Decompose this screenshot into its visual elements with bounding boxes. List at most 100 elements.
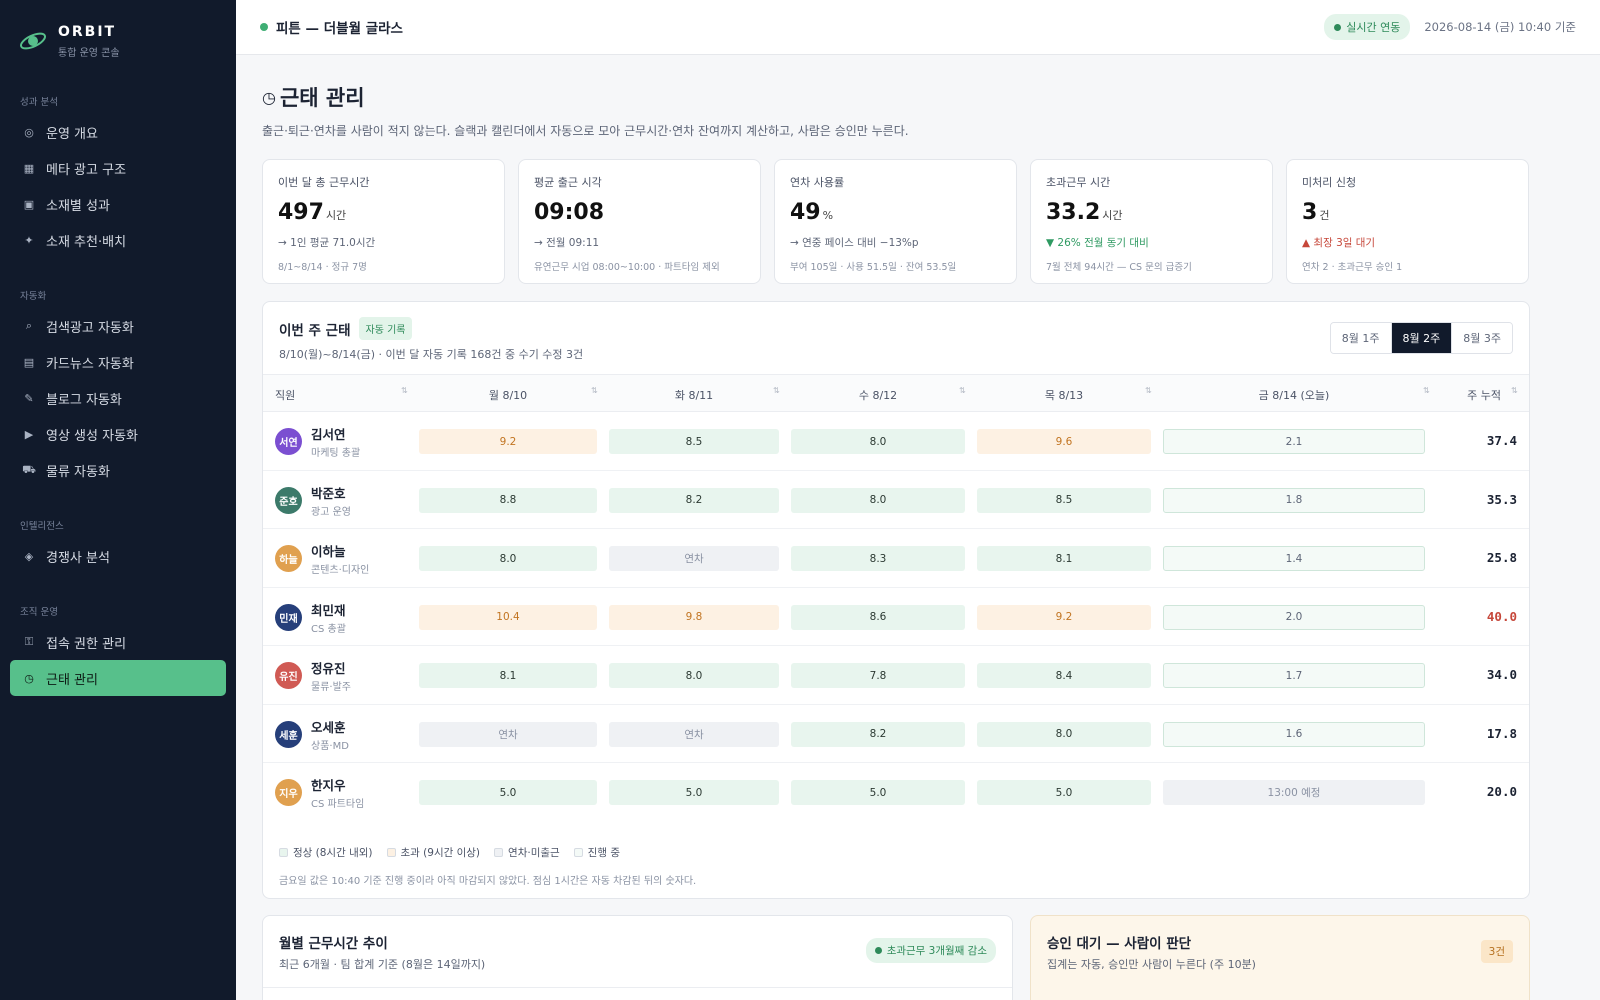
sidebar-item[interactable]: ▣ 소재별 성과 bbox=[10, 186, 226, 222]
sidebar-item[interactable]: ▤ 카드뉴스 자동화 bbox=[10, 344, 226, 380]
day-cell[interactable]: 10.4 bbox=[419, 604, 597, 630]
day-cell[interactable]: 8.0 bbox=[977, 721, 1151, 747]
sidebar-item[interactable]: ✦ 소재 추천·배치 bbox=[10, 222, 226, 258]
column-header[interactable]: 화 8/11 bbox=[674, 389, 714, 402]
sidebar-item[interactable]: ⌕ 검색광고 자동화 bbox=[10, 308, 226, 344]
day-cell[interactable]: 8.4 bbox=[977, 663, 1151, 688]
day-cell[interactable]: 9.2 bbox=[977, 604, 1151, 630]
day-cell[interactable]: 8.6 bbox=[791, 604, 965, 630]
day-cell[interactable]: 7.8 bbox=[791, 663, 965, 688]
bottom-cards: 월별 근무시간 추이 최근 6개월 · 팀 합계 기준 (8월은 14일까지) … bbox=[262, 915, 1530, 1000]
monthly-trend-card: 월별 근무시간 추이 최근 6개월 · 팀 합계 기준 (8월은 14일까지) … bbox=[262, 915, 1013, 1000]
day-cell[interactable]: 2.1 bbox=[1163, 429, 1425, 454]
day-cell[interactable]: 연차 bbox=[609, 546, 779, 571]
clock-icon: ◷ bbox=[262, 87, 276, 107]
day-cell[interactable]: 5.0 bbox=[609, 780, 779, 805]
week-tab[interactable]: 8월 3주 bbox=[1452, 323, 1512, 353]
table-row[interactable]: 민재 최민재 CS 총괄 10.4 9.8 8.6 9.2 2.0 40.0 bbox=[263, 588, 1529, 646]
day-cell[interactable]: 13:00 예정 bbox=[1163, 780, 1425, 805]
play-icon: ▶ bbox=[24, 427, 34, 441]
table-row[interactable]: 서연 김서연 마케팅 총괄 9.2 8.5 8.0 9.6 2.1 37.4 bbox=[263, 412, 1529, 471]
legend-item: 진행 중 bbox=[573, 845, 620, 860]
sort-icon[interactable]: ⇅ bbox=[773, 386, 780, 395]
day-cell[interactable]: 8.0 bbox=[609, 663, 779, 688]
brand[interactable]: ORBIT 통합 운영 콘솔 bbox=[0, 0, 236, 62]
day-cell[interactable]: 5.0 bbox=[419, 780, 597, 805]
day-cell[interactable]: 1.8 bbox=[1163, 487, 1425, 513]
sort-icon[interactable]: ⇅ bbox=[1511, 386, 1518, 395]
table-row[interactable]: 세훈 오세훈 상품·MD 연차 연차 8.2 8.0 1.6 17.8 bbox=[263, 705, 1529, 763]
day-cell[interactable]: 2.0 bbox=[1163, 604, 1425, 630]
day-cell[interactable]: 9.2 bbox=[419, 429, 597, 454]
kpi-unit: 건 bbox=[1319, 209, 1330, 222]
week-tab[interactable]: 8월 2주 bbox=[1391, 323, 1453, 353]
day-cell[interactable]: 8.0 bbox=[791, 487, 965, 513]
divider bbox=[263, 987, 1012, 988]
day-cell[interactable]: 8.1 bbox=[977, 546, 1151, 571]
sidebar-item[interactable]: ⛟ 물류 자동화 bbox=[10, 452, 226, 488]
day-cell[interactable]: 8.2 bbox=[609, 487, 779, 513]
day-cell[interactable]: 8.0 bbox=[419, 546, 597, 571]
sidebar-item[interactable]: ▶ 영상 생성 자동화 bbox=[10, 416, 226, 452]
column-header[interactable]: 목 8/13 bbox=[1044, 389, 1084, 402]
brand-name: ORBIT bbox=[58, 23, 117, 40]
day-cell[interactable]: 8.0 bbox=[791, 429, 965, 454]
sort-icon[interactable]: ⇅ bbox=[401, 386, 408, 395]
day-cell[interactable]: 연차 bbox=[419, 721, 597, 747]
weekly-total: 20.0 bbox=[1486, 784, 1517, 799]
day-cell[interactable]: 1.4 bbox=[1163, 546, 1425, 571]
sort-icon[interactable]: ⇅ bbox=[1145, 386, 1152, 395]
sidebar-item-label: 경쟁사 분석 bbox=[46, 550, 110, 566]
sidebar-item[interactable]: ▦ 메타 광고 구조 bbox=[10, 150, 226, 186]
table-row[interactable]: 하늘 이하늘 콘텐츠·디자인 8.0 연차 8.3 8.1 1.4 25.8 bbox=[263, 529, 1529, 588]
column-header[interactable]: 월 8/10 bbox=[488, 389, 528, 402]
day-cell[interactable]: 8.2 bbox=[791, 721, 965, 747]
search-icon: ⌕ bbox=[25, 319, 33, 332]
column-header[interactable]: 수 8/12 bbox=[858, 389, 898, 402]
employee-role: 상품·MD bbox=[311, 740, 349, 752]
sidebar-item-label: 카드뉴스 자동화 bbox=[46, 356, 134, 372]
day-cell[interactable]: 1.6 bbox=[1163, 721, 1425, 747]
legend-label: 연차·미출근 bbox=[508, 847, 560, 859]
square-icon: ▣ bbox=[23, 197, 35, 211]
sort-icon[interactable]: ⇅ bbox=[959, 386, 966, 395]
day-cell[interactable]: 5.0 bbox=[977, 780, 1151, 805]
sidebar-item[interactable]: ◈ 경쟁사 분석 bbox=[10, 538, 226, 574]
day-cell[interactable]: 8.3 bbox=[791, 546, 965, 571]
day-cell[interactable]: 8.1 bbox=[419, 663, 597, 688]
day-cell[interactable]: 8.5 bbox=[977, 487, 1151, 513]
sidebar-item[interactable]: ⚿ 접속 권한 관리 bbox=[10, 624, 226, 660]
page-title-text: 근태 관리 bbox=[279, 86, 365, 110]
day-cell[interactable]: 9.6 bbox=[977, 429, 1151, 454]
sidebar-item[interactable]: ✎ 블로그 자동화 bbox=[10, 380, 226, 416]
sort-icon[interactable]: ⇅ bbox=[591, 386, 598, 395]
trend-title: 월별 근무시간 추이 bbox=[279, 936, 388, 952]
kpi-trend: → 1인 평균 71.0시간 bbox=[278, 237, 376, 249]
day-cell[interactable]: 8.5 bbox=[609, 429, 779, 454]
column-header[interactable]: 주 누적 bbox=[1467, 389, 1501, 402]
week-tab[interactable]: 8월 1주 bbox=[1330, 323, 1392, 353]
brand-subtitle: 통합 운영 콘솔 bbox=[58, 47, 120, 59]
day-cell[interactable]: 5.0 bbox=[791, 780, 965, 805]
table-body: 서연 김서연 마케팅 총괄 9.2 8.5 8.0 9.6 2.1 37.4 준호 박준호 광고 운영… bbox=[263, 412, 1529, 822]
employee-name: 오세훈 bbox=[311, 719, 346, 735]
cards-icon: ▤ bbox=[23, 355, 35, 369]
sidebar-item-label: 접속 권한 관리 bbox=[46, 636, 127, 652]
day-cell[interactable]: 1.7 bbox=[1163, 663, 1425, 688]
day-cell[interactable]: 연차 bbox=[609, 721, 779, 747]
table-row[interactable]: 준호 박준호 광고 운영 8.8 8.2 8.0 8.5 1.8 35.3 bbox=[263, 471, 1529, 529]
day-cell[interactable]: 9.8 bbox=[609, 604, 779, 630]
column-header[interactable]: 금 8/14 (오늘) bbox=[1258, 389, 1330, 402]
table-row[interactable]: 유진 정유진 물류·발주 8.1 8.0 7.8 8.4 1.7 34.0 bbox=[263, 646, 1529, 705]
week-title: 이번 주 근태 자동 기록 bbox=[279, 317, 1513, 340]
trend-subtitle: 최근 6개월 · 팀 합계 기준 (8월은 14일까지) bbox=[279, 958, 486, 971]
sidebar-item[interactable]: ◎ 운영 개요 bbox=[10, 114, 226, 150]
workspace-title[interactable]: 피튼 — 더블월 글라스 bbox=[276, 21, 403, 37]
table-row[interactable]: 지우 한지우 CS 파트타임 5.0 5.0 5.0 5.0 13:00 예정 20.0 bbox=[263, 763, 1529, 822]
weekly-total: 40.0 bbox=[1486, 608, 1517, 624]
column-header[interactable]: 직원 bbox=[275, 389, 296, 402]
sort-icon[interactable]: ⇅ bbox=[1423, 386, 1430, 395]
live-sync-label: 실시간 연동 bbox=[1346, 21, 1401, 34]
day-cell[interactable]: 8.8 bbox=[419, 487, 597, 513]
sidebar-item[interactable]: ◷ 근태 관리 bbox=[10, 660, 226, 696]
